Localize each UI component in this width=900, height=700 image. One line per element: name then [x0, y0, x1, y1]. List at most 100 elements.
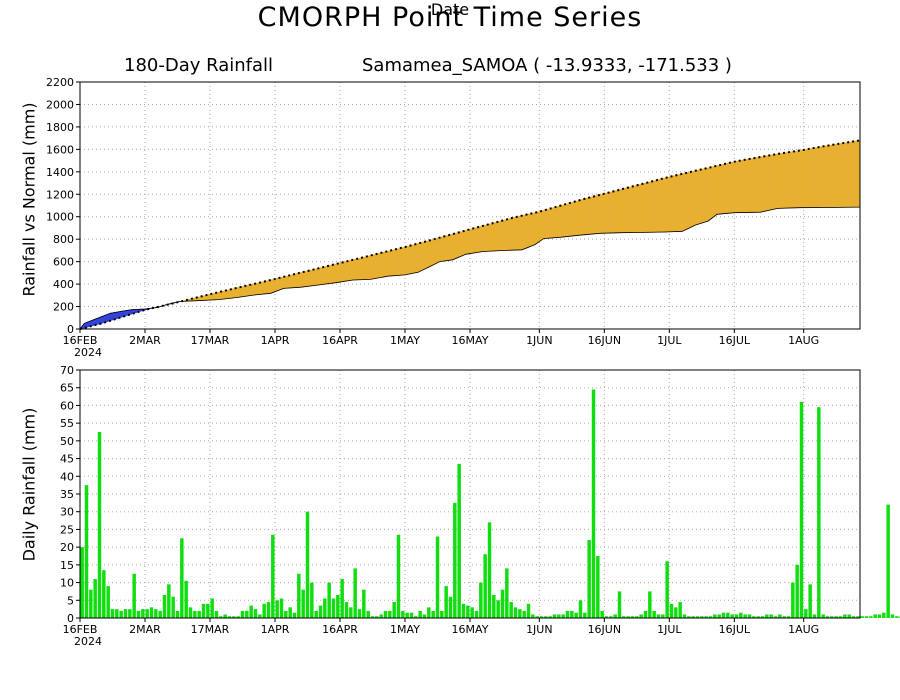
daily-rainfall-bar — [561, 614, 565, 618]
daily-rainfall-bar — [765, 614, 769, 618]
top-y-tick-label: 400 — [53, 278, 74, 291]
deficit-area-segment — [681, 171, 692, 232]
daily-rainfall-bar — [136, 610, 141, 618]
daily-rainfall-bar — [193, 610, 197, 618]
top-y-tick-label: 800 — [53, 233, 74, 246]
daily-rainfall-bar — [427, 607, 431, 618]
bottom-x-tick-label: 1JUL — [657, 623, 682, 636]
daily-rainfall-bar — [349, 607, 353, 618]
daily-rainfall-bar — [539, 616, 544, 618]
daily-rainfall-bar — [747, 614, 752, 618]
daily-rainfall-bar — [860, 616, 864, 618]
bottom-y-tick-label: 20 — [60, 541, 74, 554]
daily-rainfall-bar — [357, 609, 362, 618]
daily-rainfall-bar — [292, 612, 297, 618]
daily-rainfall-bar — [838, 616, 843, 618]
top-y-tick-label: 1200 — [46, 188, 74, 201]
daily-rainfall-bar — [318, 605, 323, 618]
daily-rainfall-bar — [422, 614, 427, 618]
daily-rainfall-bar — [154, 609, 158, 618]
daily-rainfall-bar — [730, 614, 734, 618]
top-y-tick-label: 1400 — [46, 166, 74, 179]
daily-rainfall-bar — [409, 612, 414, 618]
daily-rainfall-bar — [167, 584, 171, 618]
daily-rainfall-bar — [622, 616, 626, 618]
bottom-year-label: 2024 — [74, 635, 102, 648]
top-x-tick-label: 1JUL — [657, 334, 682, 347]
daily-rainfall-bar — [253, 609, 258, 618]
daily-rainfall-bar — [405, 612, 409, 618]
daily-rainfall-bar — [479, 582, 483, 618]
daily-rainfall-bar — [635, 616, 639, 618]
daily-rainfall-bar — [245, 610, 249, 618]
deficit-area-segment — [647, 177, 666, 233]
daily-rainfall-bar — [678, 602, 682, 618]
daily-rainfall-bar — [340, 579, 344, 618]
daily-rainfall-bar — [834, 616, 838, 618]
deficit-area-segment — [361, 255, 371, 281]
daily-rainfall-bar — [630, 616, 635, 618]
top-y-tick-label: 1800 — [46, 121, 74, 134]
top-y-tick-label: 1600 — [46, 143, 74, 156]
bottom-y-tick-label: 70 — [60, 364, 74, 377]
daily-rainfall-bar — [249, 605, 253, 618]
bottom-x-tick-label: 1APR — [261, 623, 290, 636]
deficit-area-segment — [521, 212, 536, 251]
daily-rainfall-bar — [115, 609, 119, 618]
daily-rainfall-bar — [214, 610, 219, 618]
daily-rainfall-bar — [674, 607, 678, 618]
daily-rainfall-bar — [84, 485, 89, 618]
daily-rainfall-bar — [375, 616, 379, 618]
daily-rainfall-bar — [284, 610, 288, 618]
daily-rainfall-bar — [119, 610, 123, 618]
chart-subtitle-period: 180-Day Rainfall — [124, 55, 274, 76]
daily-rainfall-bar — [843, 614, 847, 618]
daily-rainfall-bar — [275, 600, 279, 618]
daily-rainfall-bar — [661, 614, 665, 618]
daily-rainfall-bar — [158, 610, 162, 618]
daily-rainfall-bar — [596, 556, 600, 618]
deficit-area-segment — [668, 173, 683, 233]
daily-rainfall-bar — [609, 616, 613, 618]
daily-rainfall-bar — [149, 607, 154, 618]
daily-rainfall-bar — [128, 609, 132, 618]
daily-rainfall-bar — [626, 616, 630, 618]
daily-rainfall-bar — [557, 614, 561, 618]
daily-rainfall-bar — [353, 568, 357, 618]
daily-rainfall-bar — [448, 596, 453, 618]
daily-rainfall-bar — [175, 610, 180, 618]
daily-rainfall-bar — [496, 600, 500, 618]
daily-rainfall-bar — [708, 616, 713, 618]
deficit-area-segment — [196, 293, 211, 302]
daily-rainfall-bar — [344, 602, 349, 618]
daily-rainfall-bar — [123, 609, 128, 618]
top-x-tick-label: 2MAR — [129, 334, 161, 347]
deficit-area-segment — [253, 279, 272, 296]
daily-rainfall-bar — [548, 616, 552, 618]
daily-rainfall-bar — [721, 612, 726, 618]
daily-rainfall-bar — [873, 614, 877, 618]
daily-rainfall-bar — [778, 614, 782, 618]
daily-rainfall-bar — [266, 602, 271, 618]
daily-rainfall-bar — [336, 594, 340, 618]
deficit-area-segment — [352, 257, 363, 281]
deficit-area-segment — [335, 262, 341, 284]
bottom-x-tick-label: 16FEB — [63, 623, 98, 636]
bottom-y-tick-label: 50 — [60, 435, 74, 448]
bottom-x-tick-label: 2MAR — [129, 623, 161, 636]
deficit-area-segment — [439, 234, 449, 262]
daily-rainfall-bar — [604, 616, 609, 618]
daily-rainfall-bar — [817, 407, 821, 618]
deficit-area-segment — [491, 220, 501, 252]
bottom-y-tick-label: 30 — [60, 506, 74, 519]
bottom-x-tick-label: 1JUN — [526, 623, 553, 636]
top-x-tick-label: 16MAY — [452, 334, 489, 347]
daily-rainfall-bar — [362, 589, 366, 618]
bottom-y-tick-label: 0 — [67, 612, 74, 625]
daily-rainfall-bar — [643, 610, 648, 618]
daily-rainfall-bar — [232, 616, 236, 618]
daily-rainfall-bar — [782, 616, 786, 618]
daily-rainfall-bar — [466, 605, 470, 618]
bottom-x-tick-label: 1MAY — [390, 623, 420, 636]
daily-rainfall-bar — [301, 589, 305, 618]
